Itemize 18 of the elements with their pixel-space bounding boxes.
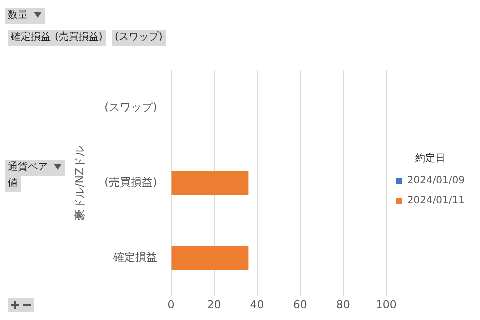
text: 通貨ペア xyxy=(8,162,48,173)
y-tick-label: 確定損益 xyxy=(112,251,158,264)
x-tick-label: 0 xyxy=(168,298,175,312)
legend-title: 約定日 xyxy=(416,152,446,165)
x-tick-label: 60 xyxy=(293,298,308,312)
x-tick-label: 40 xyxy=(250,298,264,312)
y-tick-label: (売買損益) xyxy=(104,176,158,190)
x-tick-label: 20 xyxy=(207,298,222,312)
text: (売買損益) xyxy=(55,32,103,43)
text: 確定損益 xyxy=(11,32,51,43)
x-tick-label: 100 xyxy=(376,298,397,312)
legend-label: 2024/01/09 xyxy=(407,176,466,187)
legend-label: 2024/01/11 xyxy=(407,196,466,207)
y-axis-title: 豪ドル/NZドル xyxy=(73,146,86,220)
text: 数量 xyxy=(8,10,28,21)
text: 値 xyxy=(8,178,18,189)
y-tick-label: (スワップ) xyxy=(104,100,158,114)
x-tick-label: 80 xyxy=(336,298,350,312)
